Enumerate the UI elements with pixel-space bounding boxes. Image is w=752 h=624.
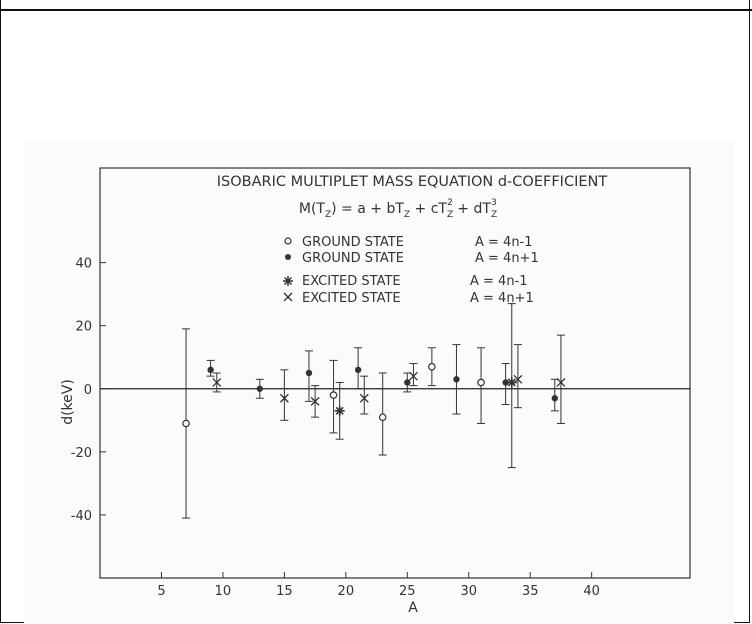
cross-data-point <box>212 372 222 393</box>
filled-circle-mark <box>502 379 509 386</box>
y-tick-label: 0 <box>84 383 92 398</box>
filled-circle-data-point <box>550 378 559 412</box>
cross-mark <box>408 371 418 381</box>
open-circle-mark <box>329 391 338 399</box>
legend-formula-3: A = 4n+1 <box>470 291 534 306</box>
legend-label-1: GROUND STATE <box>302 251 404 266</box>
asterisk-data-point <box>506 303 517 469</box>
x-tick-label: 40 <box>583 584 600 599</box>
open-circle-mark <box>378 413 387 421</box>
open-circle-data-point <box>378 372 387 456</box>
filled-circle-data-point <box>255 378 264 399</box>
x-tick-label: 30 <box>460 584 477 599</box>
data-points <box>182 303 566 519</box>
y-tick-label: -40 <box>71 509 92 524</box>
x-tick-label: 10 <box>215 584 232 599</box>
x-tick-label: 5 <box>157 584 165 599</box>
eq-d-sub: Z <box>491 210 497 220</box>
cross-marker <box>283 292 293 302</box>
cross-data-point <box>556 334 566 424</box>
mass-equation: M(TZ) = a + bTZ + cTZ2 + dTZ3 <box>299 198 497 220</box>
eq-b-sub: Z <box>404 210 410 220</box>
filled-circle-marker <box>285 254 291 260</box>
x-tick-label: 20 <box>338 584 355 599</box>
plot-border <box>99 167 691 579</box>
y-tick-label: 20 <box>75 320 92 335</box>
legend-item-open-circle: GROUND STATE A = 4n-1 <box>284 235 533 250</box>
filled-circle-mark <box>354 366 362 374</box>
legend-item-asterisk: EXCITED STATE A = 4n-1 <box>283 274 528 289</box>
filled-circle-data-point <box>452 344 461 415</box>
cross-mark <box>556 378 566 387</box>
legend-item-cross: EXCITED STATE A = 4n+1 <box>283 291 534 306</box>
chart-title: ISOBARIC MULTIPLET MASS EQUATION d-COEFF… <box>217 174 608 190</box>
open-circle-data-point <box>182 328 191 519</box>
cross-data-point <box>310 385 320 418</box>
eq-d-term: + dT <box>453 201 492 217</box>
asterisk-data-point <box>334 381 345 440</box>
legend-label-2: EXCITED STATE <box>302 274 401 289</box>
eq-c-term: + cT <box>410 201 447 217</box>
asterisk-mark <box>334 405 345 416</box>
filled-circle-mark <box>551 395 558 402</box>
cross-mark <box>310 396 320 406</box>
cross-data-point <box>279 369 289 421</box>
asterisk-marker <box>283 276 293 286</box>
plot-frame <box>99 167 691 579</box>
cross-mark <box>359 393 369 403</box>
filled-circle-data-point <box>354 347 363 390</box>
filled-circle-data-point <box>206 359 215 377</box>
y-axis-label: d(keV) <box>60 379 76 425</box>
top-divider <box>0 9 752 11</box>
figure-paper <box>24 140 734 624</box>
legend-formula-0: A = 4n-1 <box>475 235 533 250</box>
filled-circle-data-point <box>304 350 313 402</box>
open-circle-mark <box>477 378 485 387</box>
eq-lhs-sub: Z <box>325 210 331 220</box>
x-axis-label: A <box>408 600 418 616</box>
filled-circle-mark <box>207 366 214 374</box>
eq-d-sup: 3 <box>491 198 497 208</box>
open-circle-data-point <box>477 347 486 424</box>
open-circle-mark <box>182 419 190 428</box>
filled-circle-mark <box>305 369 313 377</box>
eq-lhs-close: ) = a + bT <box>331 201 404 217</box>
x-tick-label: 35 <box>522 584 539 599</box>
legend-formula-2: A = 4n-1 <box>470 274 528 289</box>
y-axis-ticks: -40 -20 0 20 40 <box>71 257 106 524</box>
filled-circle-mark <box>453 376 460 383</box>
filled-circle-data-point <box>403 372 412 393</box>
legend-item-filled-circle: GROUND STATE A = 4n+1 <box>285 251 539 266</box>
x-tick-label: 15 <box>276 584 293 599</box>
cross-mark <box>212 378 222 387</box>
filled-circle-data-point <box>501 363 510 406</box>
open-circle-data-point <box>329 359 338 434</box>
filled-circle-mark <box>404 379 411 386</box>
open-circle-data-point <box>427 347 436 387</box>
legend: GROUND STATE A = 4n-1 GROUND STATE A = 4… <box>283 235 539 306</box>
eq-lhs: M(T <box>299 201 326 217</box>
legend-formula-1: A = 4n+1 <box>475 251 539 266</box>
cross-data-point <box>513 344 523 409</box>
cross-data-point <box>359 375 369 415</box>
cross-mark <box>279 393 289 403</box>
x-tick-label: 25 <box>399 584 416 599</box>
open-circle-marker <box>284 237 292 245</box>
filled-circle-mark <box>256 385 263 392</box>
legend-label-3: EXCITED STATE <box>302 291 401 306</box>
y-tick-label: 40 <box>75 257 92 272</box>
x-axis-ticks: 5 10 15 20 25 30 35 40 <box>157 572 600 599</box>
open-circle-mark <box>428 362 436 371</box>
eq-c-sub: Z <box>447 210 453 220</box>
eq-c-sup: 2 <box>447 198 453 208</box>
cross-mark <box>513 374 523 384</box>
cross-data-point <box>408 363 418 387</box>
legend-label-0: GROUND STATE <box>302 235 404 250</box>
y-tick-label: -20 <box>71 446 92 461</box>
